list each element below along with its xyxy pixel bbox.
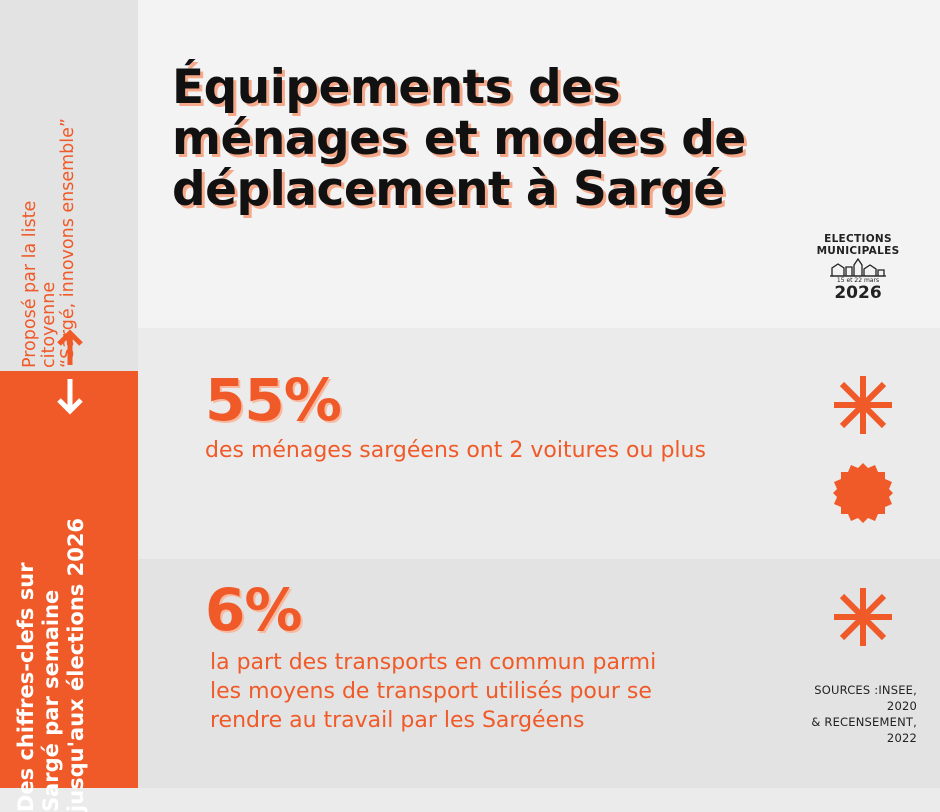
sources-line-4: 2022 xyxy=(886,731,917,745)
stat-value-2: 6% xyxy=(205,576,302,644)
asterisk-icon xyxy=(834,376,892,434)
badge-dates: 15 et 22 mars xyxy=(836,277,880,284)
title-line-1: Équipements des xyxy=(172,60,620,115)
title-line-3: déplacement à Sargé xyxy=(172,162,725,217)
stat-section-1 xyxy=(138,328,940,559)
series-line-3: jusqu'aux élections 2026 xyxy=(64,517,88,812)
stat-section-2 xyxy=(138,559,940,788)
village-icon xyxy=(830,257,886,277)
header-panel xyxy=(138,0,940,328)
badge-line-2: MUNICIPALES xyxy=(816,245,900,257)
stat-description-2-line-1: la part des transports en commun parmi xyxy=(210,650,657,675)
arrow-down-icon xyxy=(57,379,83,415)
series-caption: Des chiffres-clefs sur Sargé par semaine… xyxy=(14,392,122,812)
sources-line-1: SOURCES :INSEE, xyxy=(814,683,917,697)
sidebar-top-panel xyxy=(0,0,138,371)
arrow-up-icon xyxy=(57,329,83,365)
title-line-2: ménages et modes de xyxy=(172,111,746,166)
badge-burst-icon xyxy=(833,463,893,523)
badge-line-1: ELECTIONS xyxy=(824,233,892,245)
sidebar-bottom-panel xyxy=(0,371,138,788)
proposer-line-1: Proposé par la liste xyxy=(20,200,40,368)
stat-description-1-line-1: des ménages sargéens ont 2 voitures ou p… xyxy=(205,438,706,463)
page-title: Équipements des ménages et modes de dépl… xyxy=(172,62,872,215)
series-line-2: Sargé par semaine xyxy=(39,589,63,812)
series-line-1: Des chiffres-clefs sur xyxy=(14,562,38,812)
stat-description-2-line-3: rendre au travail par les Sargéens xyxy=(210,708,585,733)
stat-value-1: 55% xyxy=(205,366,342,434)
stat-description-2: la part des transports en commun parmi l… xyxy=(210,648,656,735)
sources-line-2: 2020 xyxy=(886,699,917,713)
stat-description-1: des ménages sargéens ont 2 voitures ou p… xyxy=(205,436,706,465)
sources-note: SOURCES :INSEE, 2020 & RECENSEMENT, 2022 xyxy=(772,682,917,746)
sources-line-3: & RECENSEMENT, xyxy=(811,715,917,729)
proposer-line-3: “Sargé, innovons ensemble” xyxy=(58,118,78,368)
badge-year: 2026 xyxy=(834,283,882,303)
elections-badge: ELECTIONS MUNICIPALES 15 et 22 mars 2026 xyxy=(808,233,908,302)
proposer-line-2: citoyenne xyxy=(39,281,59,368)
proposer-caption: Proposé par la liste citoyenne “Sargé, i… xyxy=(20,8,111,368)
asterisk-icon xyxy=(834,588,892,646)
stat-description-2-line-2: les moyens de transport utilisés pour se xyxy=(210,679,652,704)
